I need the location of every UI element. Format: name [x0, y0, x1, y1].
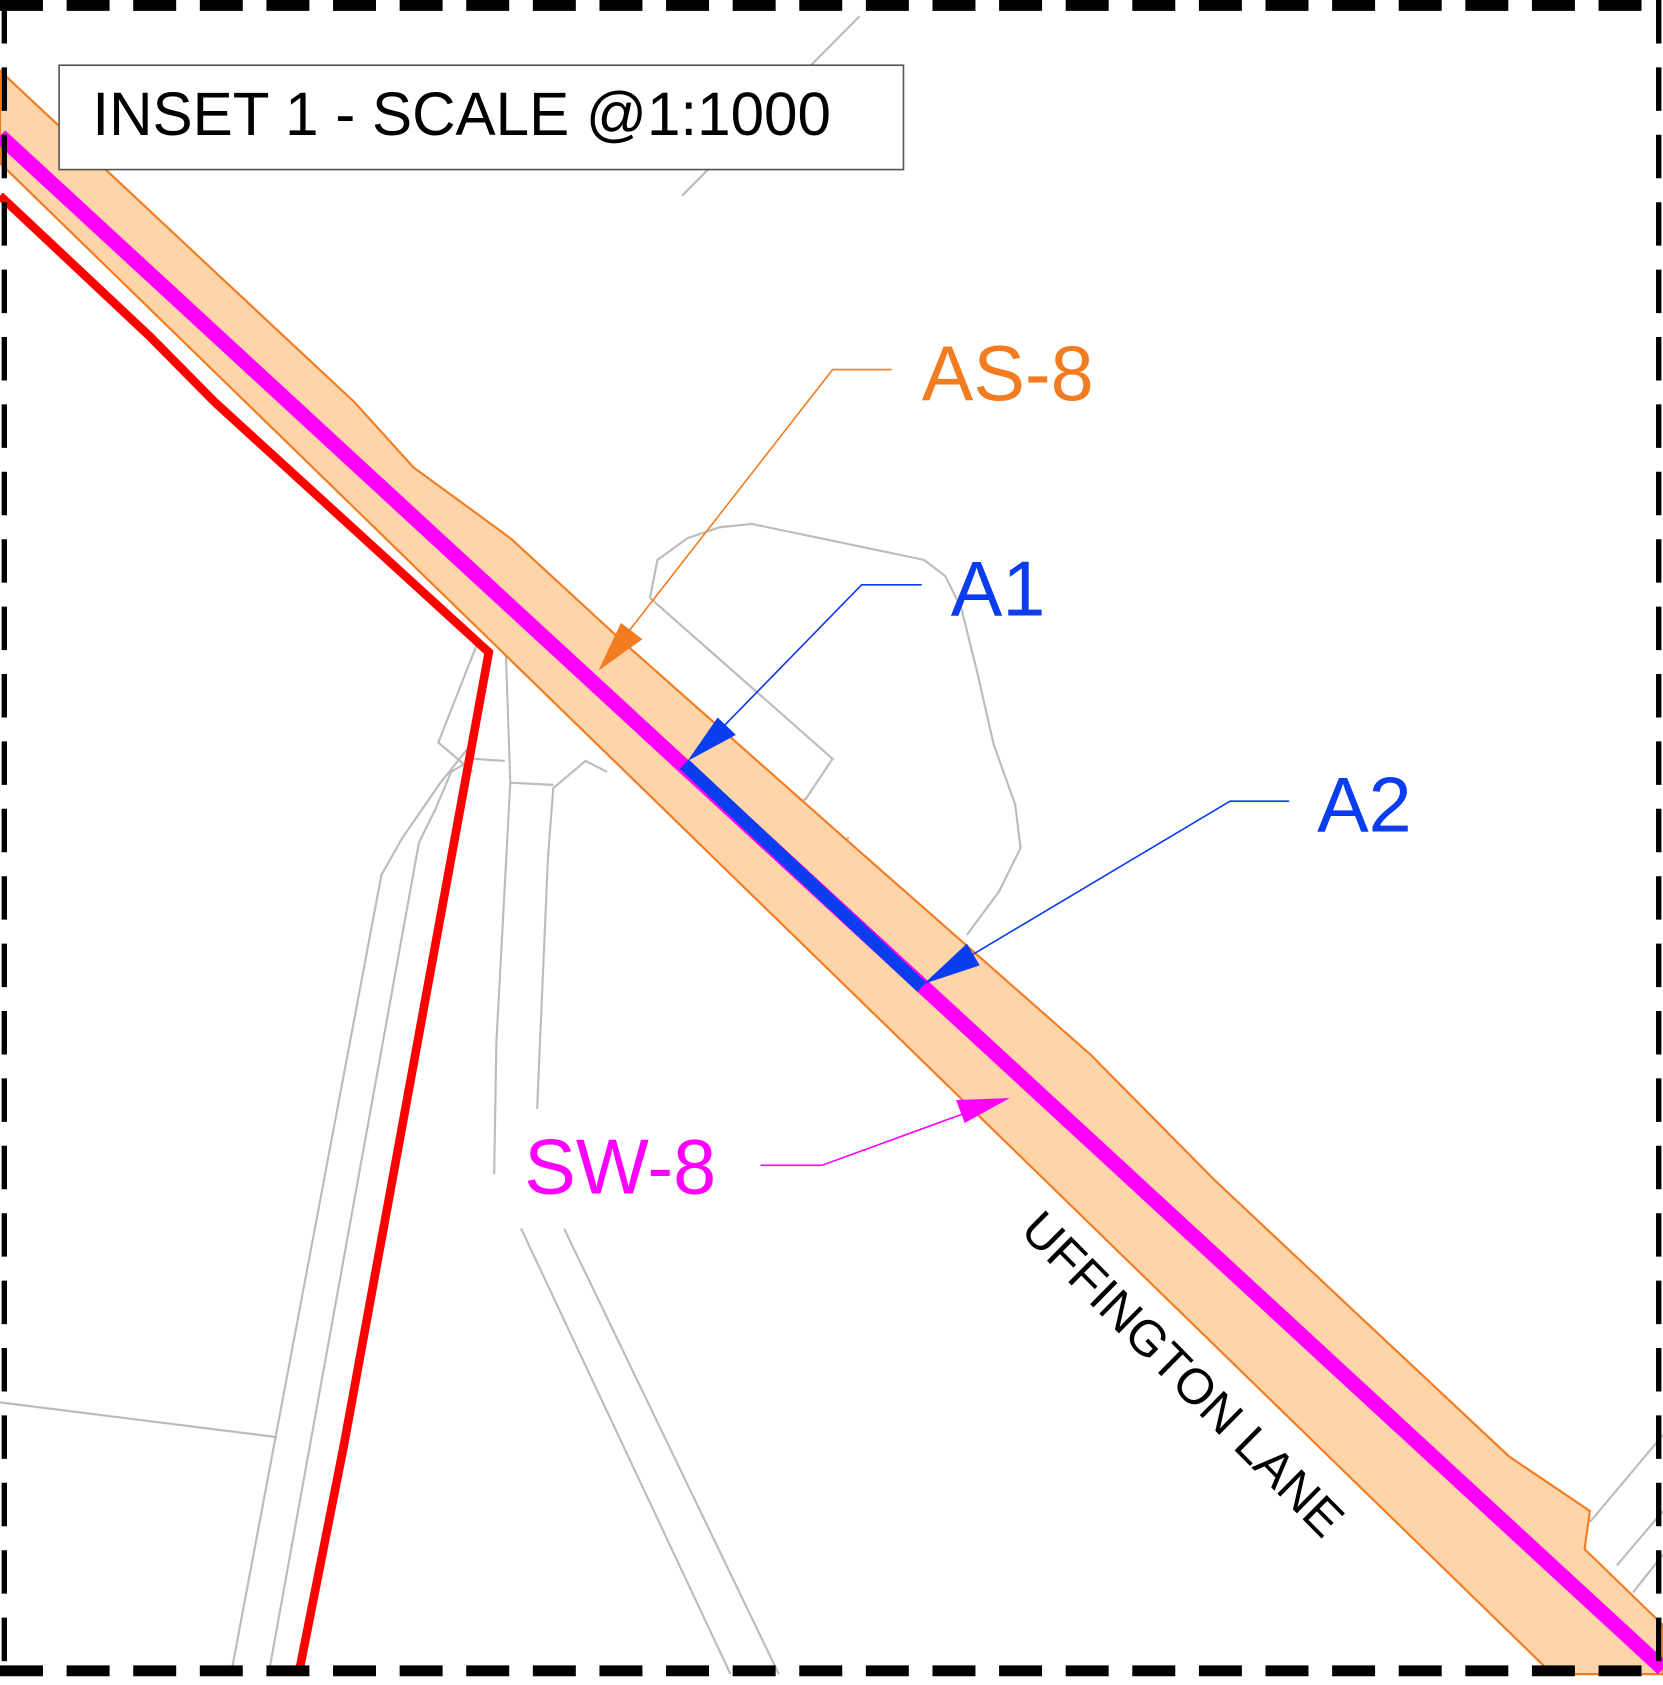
a1-a2-segment: [679, 759, 927, 992]
road-edge: [267, 757, 505, 1675]
base-lines: [0, 15, 1663, 1675]
red-boundary: [0, 192, 494, 1675]
road-edge: [229, 741, 474, 1675]
parcel-line: [648, 522, 1022, 936]
title-box: [58, 64, 905, 171]
sw-8-leader: [760, 1105, 984, 1167]
road-edge: [520, 1227, 780, 1675]
road-edge: [493, 625, 512, 1175]
as-8-leader: [611, 368, 892, 653]
as-8-arrow: [598, 622, 643, 671]
label-a2: A2: [1317, 762, 1412, 849]
label-sw-8: SW-8: [524, 1124, 716, 1211]
a2-arrow: [923, 943, 980, 984]
road-edge: [536, 759, 608, 1109]
road-edge: [510, 781, 554, 786]
sw-8-arrow: [956, 1097, 1010, 1123]
label-a1: A1: [951, 546, 1046, 633]
a1-arrow: [687, 717, 736, 761]
parcel-line: [437, 640, 480, 773]
a1-leader: [699, 584, 922, 751]
leaders: [611, 368, 1290, 1167]
a2-leader: [944, 800, 1290, 972]
inset-title: INSET 1 - SCALE @1:1000: [92, 79, 831, 147]
label-as-8: AS-8: [922, 331, 1094, 418]
parcel-line: [0, 1401, 278, 1439]
as-8-area: [0, 69, 1663, 1676]
